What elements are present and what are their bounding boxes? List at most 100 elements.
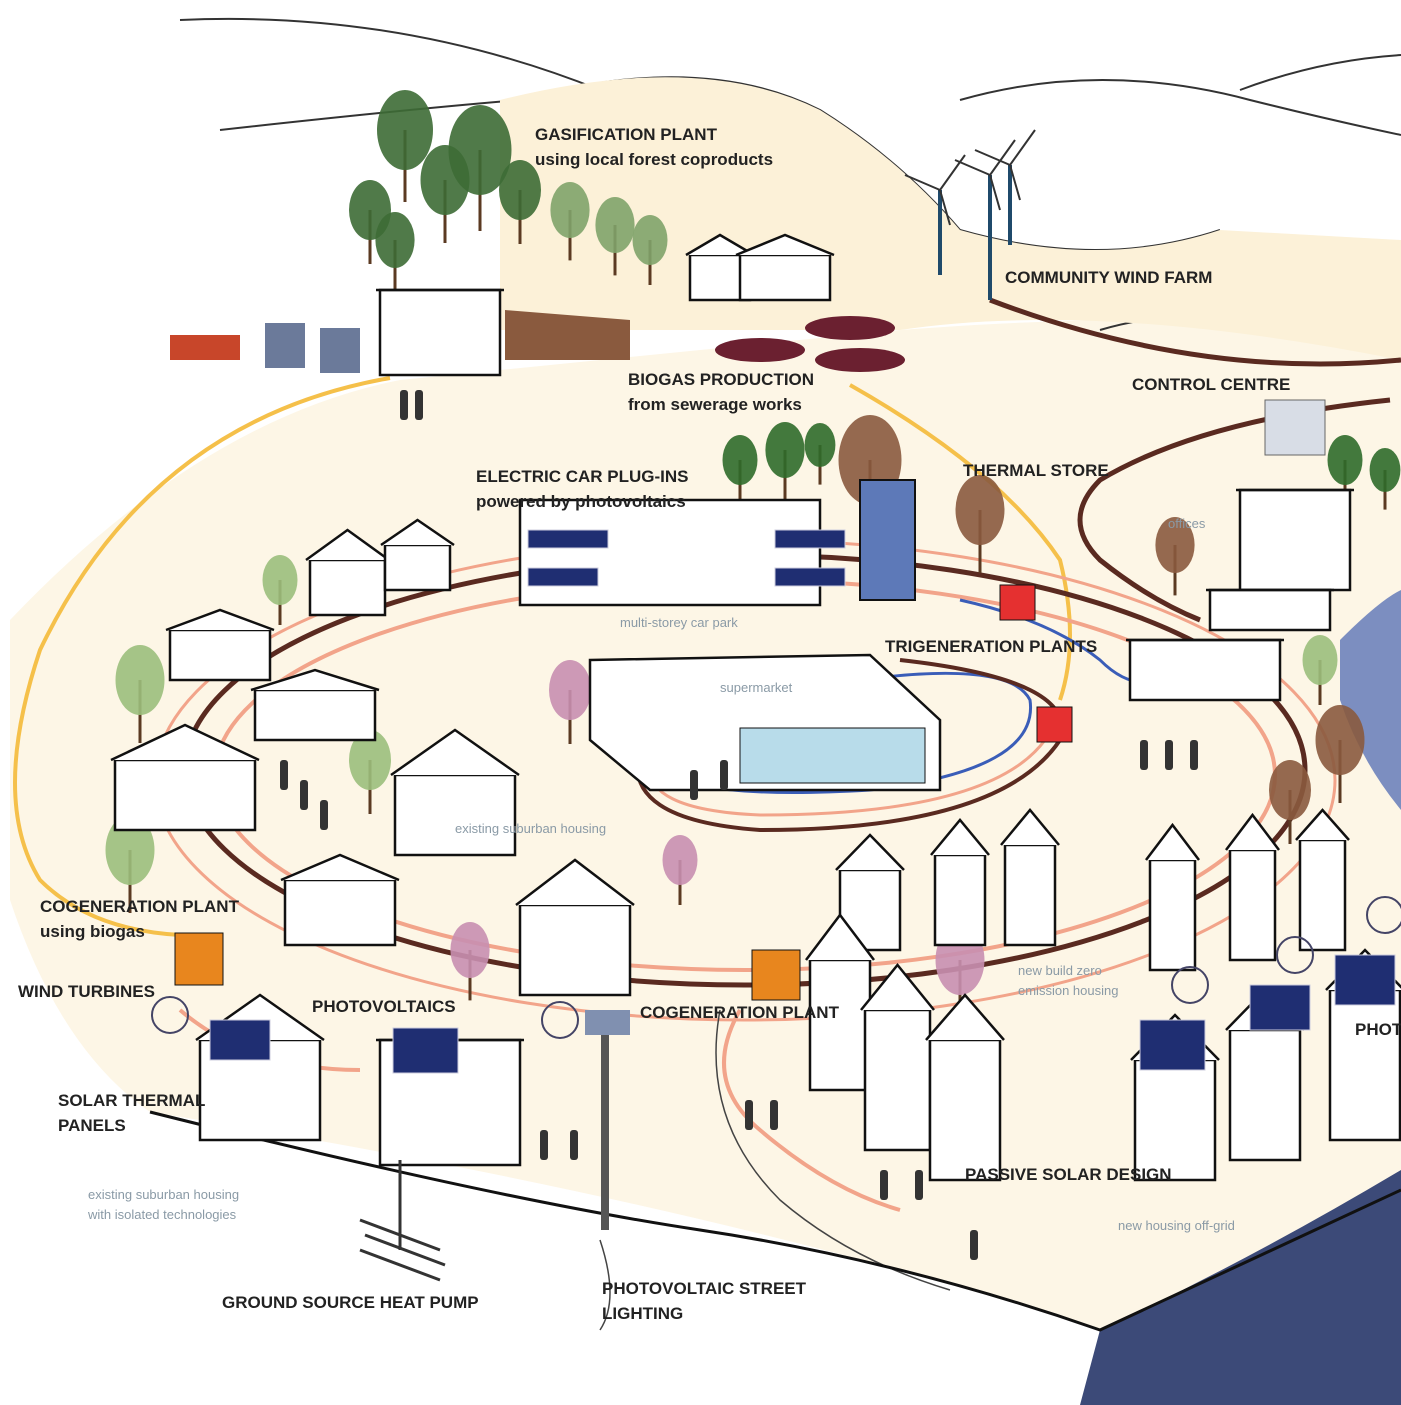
label: ELECTRIC CAR PLUG-INS — [476, 467, 689, 486]
silo — [320, 328, 360, 373]
tree — [1269, 760, 1311, 820]
label: WIND TURBINES — [18, 982, 155, 1001]
building — [170, 630, 270, 680]
label: PHOTOVOLTAIC STREET — [602, 1279, 807, 1298]
tree — [116, 645, 165, 715]
person — [720, 760, 728, 790]
note: with isolated technologies — [87, 1207, 237, 1222]
tree — [805, 423, 836, 467]
tree — [1316, 705, 1365, 775]
digester — [815, 348, 905, 372]
label: PHOTOVOLTAICS — [312, 997, 456, 1016]
tree — [595, 197, 634, 253]
scene: GASIFICATION PLANTusing local forest cop… — [0, 0, 1401, 1405]
plant — [1000, 585, 1035, 620]
label: COGENERATION PLANT — [640, 1003, 840, 1022]
label: PASSIVE SOLAR DESIGN — [965, 1165, 1172, 1184]
solar-panel — [210, 1020, 270, 1060]
label: LIGHTING — [602, 1304, 683, 1323]
tree — [765, 422, 804, 478]
tree — [550, 182, 589, 238]
person — [400, 390, 408, 420]
building — [255, 690, 375, 740]
solar-panel — [775, 530, 845, 548]
plant — [752, 950, 800, 1000]
tree — [1328, 435, 1363, 485]
solar-panel — [1250, 985, 1310, 1030]
tree — [263, 555, 298, 605]
building — [1230, 1030, 1300, 1160]
person — [415, 390, 423, 420]
building — [380, 290, 500, 375]
building — [115, 760, 255, 830]
person — [745, 1100, 753, 1130]
building — [385, 545, 450, 590]
building — [1210, 590, 1330, 630]
person — [320, 800, 328, 830]
label: using biogas — [40, 922, 145, 941]
note: multi-storey car park — [620, 615, 738, 630]
note: supermarket — [720, 680, 793, 695]
building — [1230, 850, 1275, 960]
note: emission housing — [1018, 983, 1118, 998]
person — [880, 1170, 888, 1200]
label: SOLAR THERMAL — [58, 1091, 205, 1110]
building — [935, 855, 985, 945]
solar-panel — [775, 568, 845, 586]
person — [770, 1100, 778, 1130]
building — [520, 905, 630, 995]
person — [1140, 740, 1148, 770]
digester — [805, 316, 895, 340]
solar-panel — [528, 568, 598, 586]
person — [970, 1230, 978, 1260]
label: COMMUNITY WIND FARM — [1005, 268, 1212, 287]
supermarket-glass — [740, 728, 925, 783]
tree — [375, 212, 414, 268]
building — [1130, 640, 1280, 700]
building — [1150, 860, 1195, 970]
tree — [723, 435, 758, 485]
street-light-panel — [585, 1010, 630, 1035]
tractor — [170, 335, 240, 360]
building — [285, 880, 395, 945]
tree — [549, 660, 591, 720]
label: PANELS — [58, 1116, 126, 1135]
computer — [1265, 400, 1325, 455]
tree — [1370, 448, 1401, 492]
building — [1135, 1060, 1215, 1180]
person — [280, 760, 288, 790]
building — [1240, 490, 1350, 590]
note: existing suburban housing — [455, 821, 606, 836]
car-park — [520, 500, 820, 605]
silo — [265, 323, 305, 368]
label: TRIGENERATION PLANTS — [885, 637, 1097, 656]
tree — [450, 922, 489, 978]
person — [690, 770, 698, 800]
tree — [377, 90, 433, 170]
digester — [715, 338, 805, 362]
plant — [1037, 707, 1072, 742]
solar-panel — [393, 1028, 458, 1073]
tree — [633, 215, 668, 265]
label: GROUND SOURCE HEAT PUMP — [222, 1293, 479, 1312]
tree — [499, 160, 541, 220]
person — [540, 1130, 548, 1160]
building — [1300, 840, 1345, 950]
building — [810, 960, 870, 1090]
plant — [175, 933, 223, 985]
solar-panel — [528, 530, 608, 548]
label: PHOT — [1355, 1020, 1401, 1039]
label: CONTROL CENTRE — [1132, 375, 1290, 394]
label: powered by photovoltaics — [476, 492, 686, 511]
building — [1330, 990, 1400, 1140]
tree — [663, 835, 698, 885]
label: GASIFICATION PLANT — [535, 125, 718, 144]
tree — [1303, 635, 1338, 685]
person — [915, 1170, 923, 1200]
label: COGENERATION PLANT — [40, 897, 240, 916]
note: offices — [1168, 516, 1206, 531]
note: existing suburban housing — [88, 1187, 239, 1202]
label: THERMAL STORE — [963, 461, 1109, 480]
label: from sewerage works — [628, 395, 802, 414]
person — [300, 780, 308, 810]
